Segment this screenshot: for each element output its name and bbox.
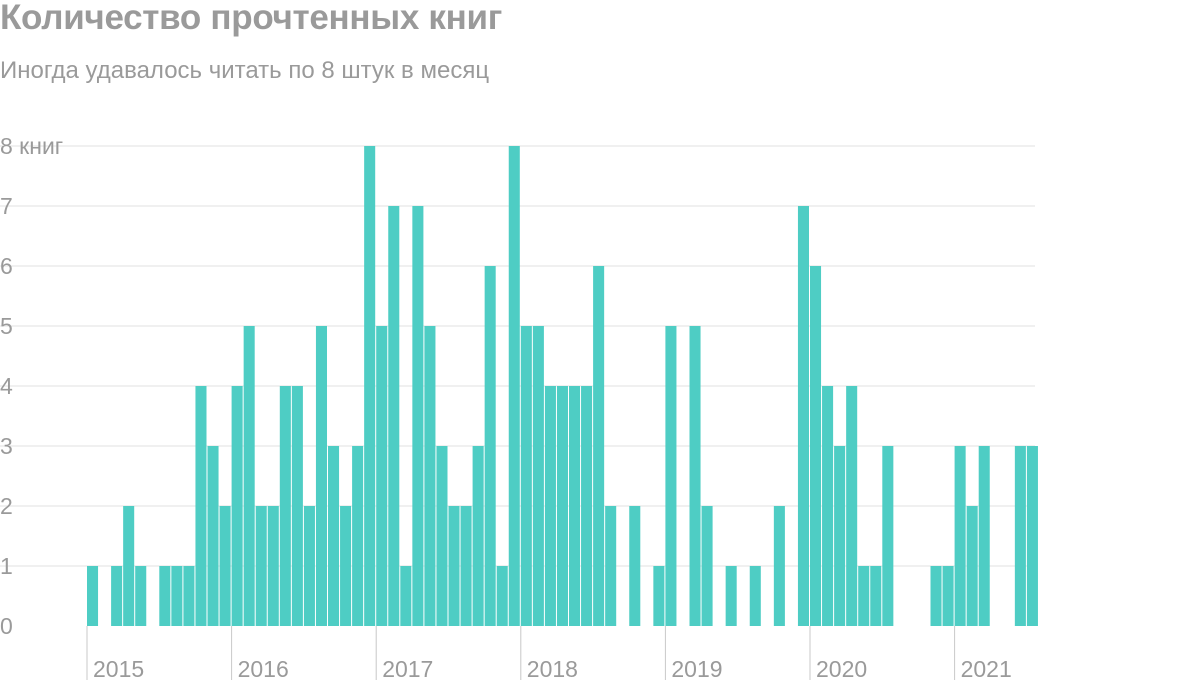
y-tick-label: 0: [0, 613, 13, 639]
bar: [653, 566, 665, 626]
bar: [593, 266, 605, 626]
bar: [364, 146, 376, 626]
y-axis-labels: 0 1 2 3 4 5 6 7 8 книг: [0, 133, 63, 639]
bar: [436, 446, 448, 626]
bar: [773, 506, 785, 626]
bar: [183, 566, 195, 626]
bar: [797, 206, 809, 626]
bar: [135, 566, 147, 626]
y-tick-label: 7: [0, 193, 13, 219]
bar: [87, 566, 99, 626]
bar: [207, 446, 219, 626]
bar: [472, 446, 484, 626]
x-axis-year-labels: 2015 2016 2017 2018 2019 2020 2021: [86, 626, 1012, 682]
bar: [701, 506, 713, 626]
bar: [581, 386, 593, 626]
bar: [665, 326, 677, 626]
bar: [424, 326, 436, 626]
bar: [111, 566, 123, 626]
bar: [400, 566, 412, 626]
bar: [882, 446, 894, 626]
chart-title: Количество прочтенных книг: [0, 0, 502, 37]
bar: [629, 506, 641, 626]
x-year-label: 2020: [816, 656, 867, 682]
bar: [544, 386, 556, 626]
x-year-label: 2017: [382, 656, 433, 682]
x-year-label: 2021: [961, 656, 1012, 682]
bar: [858, 566, 870, 626]
bar: [123, 506, 135, 626]
bar: [556, 386, 568, 626]
bar: [508, 146, 520, 626]
bar: [448, 506, 460, 626]
bar: [822, 386, 834, 626]
bar: [749, 566, 761, 626]
bar: [159, 566, 171, 626]
bar: [340, 506, 352, 626]
bar: [388, 206, 400, 626]
bar: [279, 386, 291, 626]
bar: [231, 386, 243, 626]
bar: [219, 506, 231, 626]
x-year-label: 2019: [671, 656, 722, 682]
bar: [1014, 446, 1026, 626]
bar: [978, 446, 990, 626]
y-tick-label: 5: [0, 313, 13, 339]
bar: [315, 326, 327, 626]
bar: [930, 566, 942, 626]
y-tick-label: 6: [0, 253, 13, 279]
x-year-label: 2018: [527, 656, 578, 682]
bar: [267, 506, 279, 626]
bar: [725, 566, 737, 626]
bar: [412, 206, 424, 626]
bar: [966, 506, 978, 626]
bar: [810, 266, 822, 626]
y-tick-label: 8 книг: [0, 133, 63, 159]
y-tick-label: 2: [0, 493, 13, 519]
x-year-label: 2015: [93, 656, 144, 682]
bar: [954, 446, 966, 626]
bar: [520, 326, 532, 626]
bar: [484, 266, 496, 626]
bar: [291, 386, 303, 626]
bar: [171, 566, 183, 626]
bar: [328, 446, 340, 626]
bar: [870, 566, 882, 626]
bar: [569, 386, 581, 626]
bar: [303, 506, 315, 626]
bar: [605, 506, 617, 626]
bar: [1026, 446, 1038, 626]
bar: [255, 506, 267, 626]
bar: [496, 566, 508, 626]
bar: [352, 446, 364, 626]
bar: [689, 326, 701, 626]
bar: [834, 446, 846, 626]
chart-subtitle: Иногда удавалось читать по 8 штук в меся…: [0, 57, 490, 84]
y-tick-label: 4: [0, 373, 13, 399]
x-year-label: 2016: [238, 656, 289, 682]
bar: [376, 326, 388, 626]
bar: [846, 386, 858, 626]
bar: [243, 326, 255, 626]
bar: [460, 506, 472, 626]
bar: [532, 326, 544, 626]
bar: [195, 386, 207, 626]
bar: [942, 566, 954, 626]
y-tick-label: 1: [0, 553, 13, 579]
bars: [87, 146, 1038, 626]
y-tick-label: 3: [0, 433, 13, 459]
